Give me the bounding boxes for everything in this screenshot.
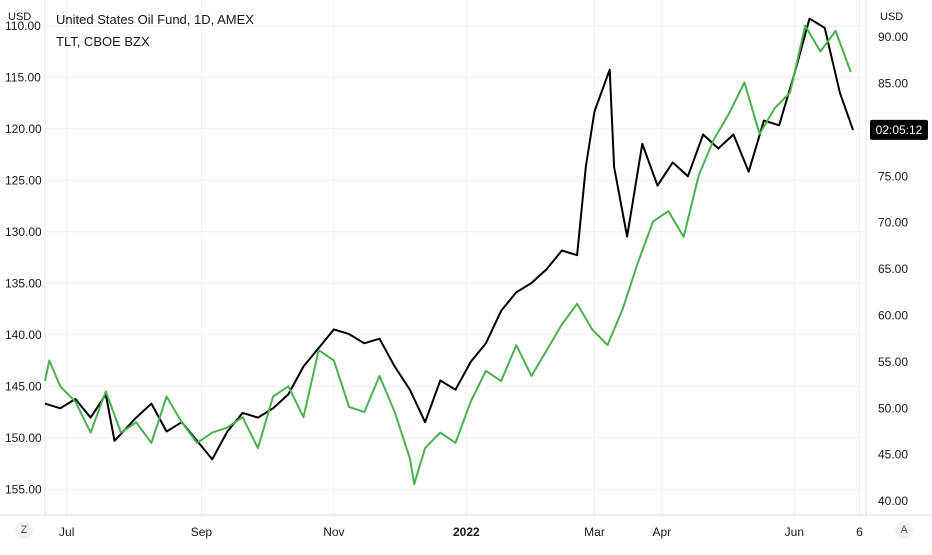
price-label: 02:05:12: [876, 123, 923, 137]
x-tick-label: Jun: [785, 525, 804, 539]
left-tick-label: 110.00: [5, 19, 41, 33]
left-tick-label: 120.00: [5, 122, 42, 136]
left-tick-label: 145.00: [5, 379, 42, 393]
right-tick-label: 40.00: [878, 494, 908, 508]
left-tick-label: 140.00: [5, 328, 42, 342]
left-tick-label: 125.00: [5, 173, 42, 187]
chart-subtitle: TLT, CBOE BZX: [56, 34, 150, 49]
right-tick-label: 70.00: [878, 216, 908, 230]
right-tick-label: 55.00: [878, 355, 908, 369]
right-tick-label: 85.00: [878, 77, 908, 91]
x-tick-label: Jul: [59, 525, 74, 539]
right-tick-label: 60.00: [878, 308, 908, 322]
x-tick-label: 2022: [453, 525, 480, 539]
left-axis-unit: USD: [8, 11, 31, 23]
right-axis-unit: USD: [880, 11, 903, 23]
left-tick-label: 130.00: [5, 225, 42, 239]
left-tick-label: 135.00: [5, 276, 42, 290]
left-tick-label: 155.00: [5, 482, 42, 496]
price-label-bg: [870, 119, 928, 140]
right-tick-label: 50.00: [878, 401, 908, 415]
x-tick-label: Sep: [191, 525, 213, 539]
left-tick-label: 150.00: [5, 431, 42, 445]
right-tick-label: 90.00: [878, 30, 908, 44]
right-tick-label: 45.00: [878, 448, 908, 462]
series-line-uso: [44, 17, 854, 461]
chart-title: United States Oil Fund, 1D, AMEX: [56, 12, 254, 27]
left-tick-label: 115.00: [5, 70, 41, 84]
x-tick-label: Mar: [584, 525, 605, 539]
auto-scale-button[interactable]: A: [895, 521, 913, 539]
x-tick-label: 6: [856, 525, 863, 539]
series-line-tlt: [44, 24, 852, 486]
right-tick-label: 75.00: [878, 169, 908, 183]
chart-legend: United States Oil Fund, 1D, AMEX TLT, CB…: [56, 9, 254, 53]
right-tick-label: 65.00: [878, 262, 908, 276]
x-tick-label: Nov: [323, 525, 344, 539]
timezone-button[interactable]: Z: [15, 521, 33, 539]
x-tick-label: Apr: [652, 525, 671, 539]
